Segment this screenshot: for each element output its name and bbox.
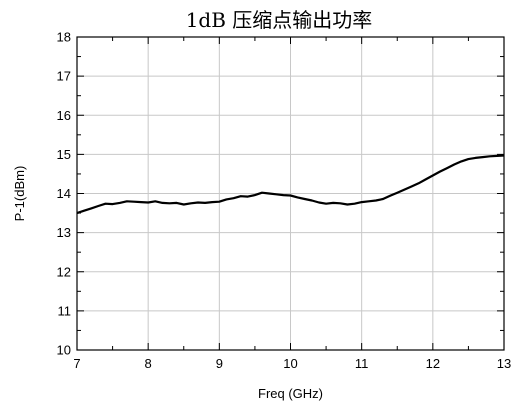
- y-tick-label: 18: [57, 30, 71, 45]
- y-tick-labels: 10 11 12 13 14 15 16 17 18: [57, 30, 71, 358]
- x-tick-label: 10: [283, 356, 297, 371]
- y-tick-label: 14: [57, 186, 71, 201]
- ticks: [76, 36, 505, 351]
- y-tick-label: 13: [57, 225, 71, 240]
- x-tick-label: 7: [73, 356, 80, 371]
- chart-title: 1dB 压缩点输出功率: [186, 8, 373, 32]
- y-tick-label: 15: [57, 147, 71, 162]
- series-layer: [76, 154, 505, 215]
- y-tick-label: 16: [57, 108, 71, 123]
- y-axis-label: P-1(dBm): [12, 166, 27, 222]
- y-tick-label: 12: [57, 264, 71, 279]
- x-tick-label: 11: [355, 356, 369, 371]
- x-tick-label: 12: [426, 356, 440, 371]
- x-axis-label: Freq (GHz): [258, 386, 323, 401]
- series-line: [76, 154, 505, 215]
- grid-lines: [77, 37, 504, 350]
- x-tick-label: 13: [497, 356, 511, 371]
- x-tick-label: 9: [216, 356, 223, 371]
- y-tick-label: 10: [57, 343, 71, 358]
- x-tick-labels: 7 8 9 10 11 12 13: [73, 356, 511, 371]
- y-tick-label: 17: [57, 69, 71, 84]
- x-tick-label: 8: [145, 356, 152, 371]
- y-tick-label: 11: [58, 303, 72, 318]
